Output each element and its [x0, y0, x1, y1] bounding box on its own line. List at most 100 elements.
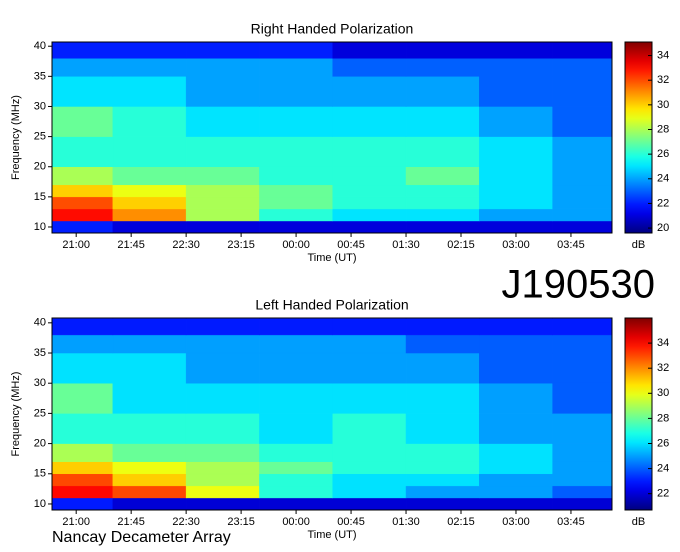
heat-cell	[259, 106, 333, 137]
heat-cell	[185, 382, 260, 414]
heat-cell	[112, 184, 187, 198]
heat-cell	[185, 208, 260, 222]
heat-cell	[552, 485, 613, 499]
y-tick-label: 15	[34, 191, 46, 203]
heat-cell	[51, 76, 114, 107]
heat-cell	[405, 473, 480, 487]
heat-cell	[112, 166, 187, 186]
heat-cell	[479, 76, 553, 107]
heat-cell	[185, 106, 260, 137]
heat-cell	[405, 196, 480, 210]
heat-cell	[479, 352, 553, 384]
heat-cell	[259, 318, 333, 336]
heat-cell	[332, 196, 407, 210]
heat-cell	[259, 334, 333, 354]
heat-cell	[112, 41, 187, 59]
heat-cell	[479, 473, 553, 487]
heat-cell	[479, 485, 553, 499]
heat-cell	[332, 41, 407, 59]
x-tick-label: 23:15	[227, 239, 255, 251]
heat-cell	[405, 334, 480, 354]
heat-cell	[51, 382, 114, 414]
heat-cell	[185, 184, 260, 198]
heat-cell	[259, 196, 333, 210]
y-tick-label: 40	[34, 40, 46, 52]
heat-cell	[112, 76, 187, 107]
heat-cell	[51, 196, 114, 210]
heat-cell	[112, 443, 187, 462]
heat-cell	[332, 461, 407, 475]
heat-cell	[259, 166, 333, 186]
heat-cell	[185, 485, 260, 499]
colorbar-tick-label: 30	[657, 99, 669, 111]
heat-cell	[51, 318, 114, 336]
heat-cell	[332, 352, 407, 384]
heat-cell	[185, 497, 260, 511]
heat-cell	[259, 76, 333, 107]
y-tick-label: 35	[34, 347, 46, 359]
heat-cell	[332, 58, 407, 77]
heat-cell	[112, 334, 187, 354]
colorbar-tick-label: 32	[657, 74, 669, 86]
colorbar-tick-label: 20	[657, 222, 669, 234]
heat-cell	[552, 58, 613, 77]
heat-cell	[51, 352, 114, 384]
heat-cell	[185, 473, 260, 487]
x-axis-label: Time (UT)	[307, 252, 356, 264]
heat-cell	[112, 58, 187, 77]
heat-cell	[405, 136, 480, 167]
heat-cell	[332, 208, 407, 222]
heat-cell	[479, 497, 553, 511]
heat-cell	[259, 58, 333, 77]
heat-cell	[51, 184, 114, 198]
heat-cell	[552, 41, 613, 59]
heat-cell	[259, 497, 333, 511]
heat-cell	[51, 220, 114, 234]
heat-cell	[552, 76, 613, 107]
heat-cell	[479, 41, 553, 59]
heat-cell	[259, 184, 333, 198]
x-tick-label: 03:00	[502, 239, 530, 251]
heat-cell	[185, 461, 260, 475]
y-axis-label: Frequency (MHz)	[10, 95, 22, 180]
heat-cell	[51, 443, 114, 462]
colorbar	[624, 41, 653, 234]
y-tick-label: 10	[34, 498, 46, 510]
heat-cell	[51, 106, 114, 137]
colorbar	[624, 317, 653, 511]
heat-cell	[51, 208, 114, 222]
heat-cell	[51, 58, 114, 77]
heat-cell	[552, 208, 613, 222]
heat-cell	[405, 220, 480, 234]
heat-cell	[405, 413, 480, 444]
heat-cell	[185, 220, 260, 234]
colorbar-tick-label: 34	[657, 49, 669, 61]
heat-cell	[479, 184, 553, 198]
heat-cell	[112, 318, 187, 336]
heat-cell	[259, 208, 333, 222]
y-tick-label: 25	[34, 407, 46, 419]
heat-cell	[552, 184, 613, 198]
heat-cell	[51, 166, 114, 186]
heat-cell	[405, 443, 480, 462]
x-tick-label: 21:45	[117, 516, 145, 528]
heat-cell	[332, 334, 407, 354]
heat-cell	[479, 196, 553, 210]
heat-cell	[259, 473, 333, 487]
y-tick-label: 25	[34, 131, 46, 143]
x-tick-label: 22:30	[172, 516, 200, 528]
heat-cell	[405, 106, 480, 137]
colorbar-tick-label: 34	[657, 337, 669, 349]
heat-cell	[405, 41, 480, 59]
heat-cell	[552, 497, 613, 511]
heat-cell	[259, 220, 333, 234]
heat-cell	[332, 413, 407, 444]
heat-cell	[405, 461, 480, 475]
plot-frame	[51, 317, 613, 511]
heat-cell	[51, 41, 114, 59]
heat-cell	[552, 473, 613, 487]
heat-cell	[479, 318, 553, 336]
chart-title: Right Handed Polarization	[251, 21, 414, 37]
heat-cell	[405, 58, 480, 77]
